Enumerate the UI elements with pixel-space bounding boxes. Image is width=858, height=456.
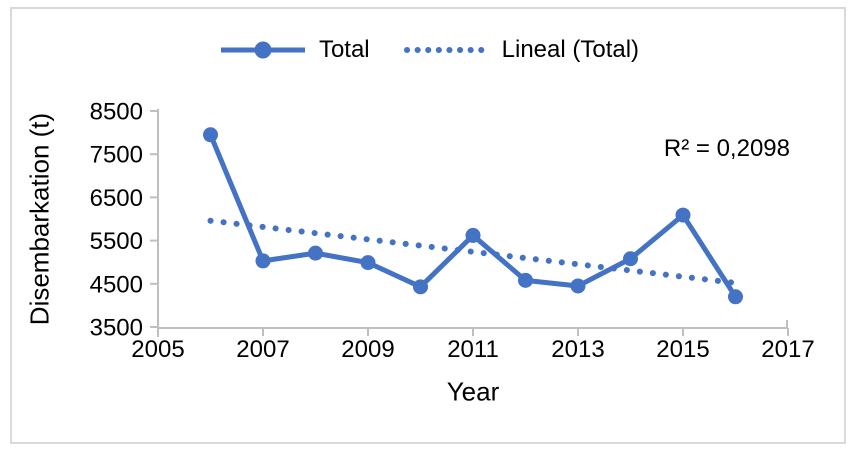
- y-tick-label: 6500: [90, 185, 143, 212]
- legend-label-total: Total: [318, 36, 370, 63]
- legend: Total Lineal (Total): [0, 37, 858, 63]
- trendline: [207, 217, 739, 286]
- legend-item-lineal: Lineal (Total): [402, 37, 639, 63]
- x-tick-label: 2009: [341, 336, 394, 363]
- data-point-2009: [360, 255, 376, 271]
- data-point-2016: [728, 289, 743, 305]
- x-tick-label: 2017: [761, 336, 814, 363]
- total-series-line: [208, 132, 738, 300]
- legend-label-lineal: Lineal (Total): [501, 36, 640, 63]
- r-squared-annotation: R² = 0,2098: [663, 135, 790, 162]
- data-point-2012: [518, 272, 533, 288]
- data-point-2008: [308, 245, 323, 261]
- data-point-2011: [465, 227, 481, 243]
- data-point-2013: [570, 278, 586, 294]
- legend-lineal-line-sample: [403, 47, 490, 53]
- y-tick-label: 3500: [90, 315, 143, 342]
- x-tick-label: 2007: [236, 336, 289, 363]
- x-axis-title: Year: [446, 376, 500, 407]
- y-tick-label: 7500: [90, 142, 143, 169]
- x-tick-label: 2011: [447, 336, 499, 363]
- legend-total-line-sample: [220, 41, 305, 59]
- x-tick-label: 2005: [131, 336, 184, 363]
- data-point-2006: [203, 127, 218, 143]
- y-tick-label: 5500: [90, 228, 143, 255]
- figure-border: [10, 7, 846, 444]
- y-tick-label: 4500: [90, 271, 143, 298]
- legend-item-total: Total: [219, 37, 370, 63]
- data-point-2007: [255, 253, 271, 269]
- data-point-2014: [623, 251, 638, 267]
- x-tick-label: 2013: [551, 336, 604, 363]
- data-point-2010: [413, 279, 428, 295]
- y-axis-title: Disembarkation (t): [24, 112, 55, 326]
- x-tick-label: 2015: [656, 336, 709, 363]
- data-point-2015: [675, 207, 691, 223]
- y-tick-label: 8500: [90, 99, 143, 126]
